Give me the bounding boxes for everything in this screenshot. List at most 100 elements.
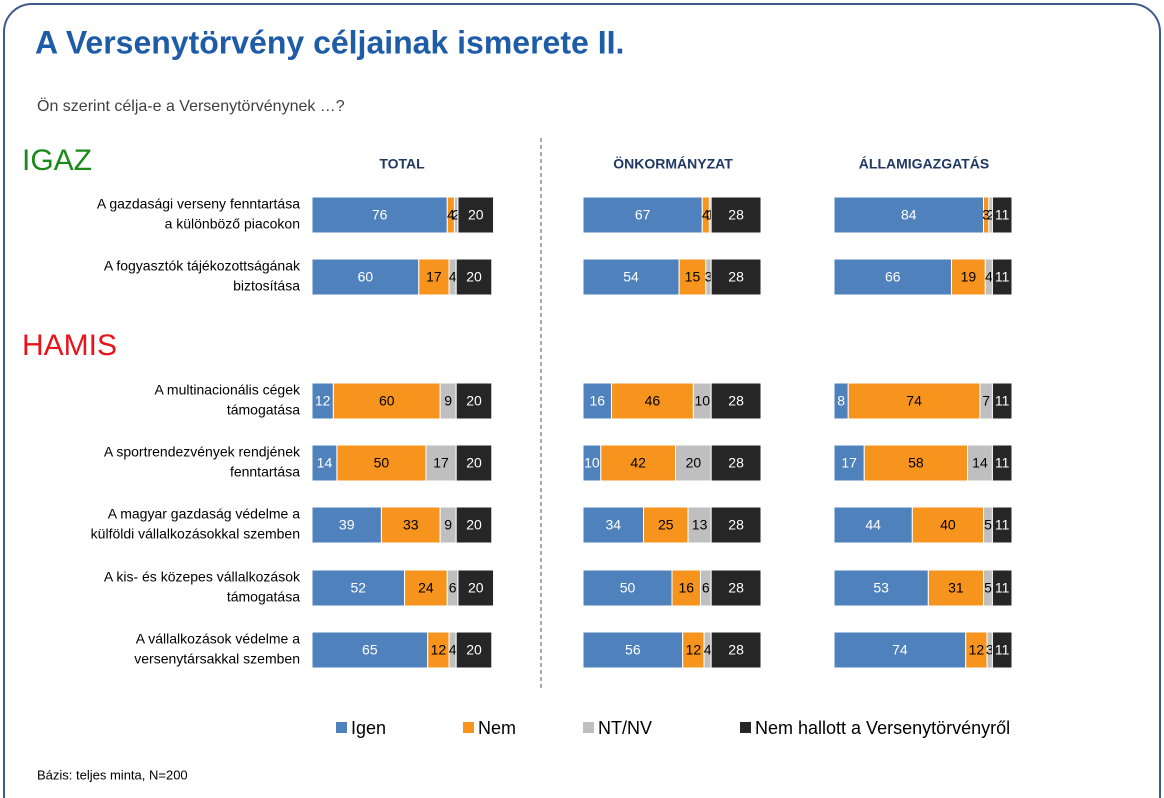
data-label: 20	[468, 580, 484, 596]
data-label: 6	[449, 580, 457, 596]
bar-segment	[582, 506, 645, 544]
data-label: 28	[728, 207, 744, 223]
data-label: 56	[625, 642, 641, 658]
data-label: 74	[906, 393, 922, 409]
data-label: 16	[678, 580, 694, 596]
data-label: 20	[466, 642, 482, 658]
data-label: 44	[865, 517, 881, 533]
data-label: 19	[961, 269, 977, 285]
data-label: 20	[466, 269, 482, 285]
legend-swatch	[740, 722, 751, 733]
data-label: 33	[403, 517, 419, 533]
data-label: 17	[433, 455, 449, 471]
bar-segment	[455, 258, 493, 296]
data-label: 20	[466, 393, 482, 409]
bar-segment	[847, 382, 981, 420]
data-label: 2	[452, 207, 460, 223]
panel-title: ÖNKORMÁNYZAT	[613, 156, 733, 172]
bar-segment	[600, 444, 677, 482]
data-label: 2	[987, 207, 995, 223]
data-label: 76	[372, 207, 388, 223]
bar-segment	[710, 569, 762, 607]
row-label: A multinacionális cégek	[154, 382, 301, 398]
bar-segment	[457, 196, 495, 234]
data-label: 15	[685, 269, 701, 285]
bar-segment	[710, 258, 762, 296]
row-label: támogatása	[227, 589, 300, 605]
bar-segment	[582, 196, 703, 234]
data-label: 3	[705, 269, 713, 285]
bar-segment	[991, 382, 1013, 420]
bar-segment	[991, 444, 1013, 482]
data-label: 16	[589, 393, 605, 409]
data-label: 11	[995, 455, 1010, 471]
data-label: 28	[728, 269, 744, 285]
data-label: 52	[350, 580, 366, 596]
data-label: 11	[995, 269, 1010, 285]
bar-segment	[927, 569, 985, 607]
bar-segment	[455, 631, 493, 669]
bar-segment	[950, 258, 986, 296]
data-label: 39	[339, 517, 355, 533]
bar-segment	[455, 382, 493, 420]
group-label: HAMIS	[22, 329, 117, 362]
data-label: 28	[728, 642, 744, 658]
bar-segment	[991, 631, 1013, 669]
data-label: 31	[948, 580, 964, 596]
bar-segment	[311, 258, 420, 296]
data-label: 5	[984, 517, 992, 533]
data-label: 12	[686, 642, 702, 658]
data-label: 11	[995, 642, 1010, 658]
data-label: 4	[447, 207, 455, 223]
data-label: 14	[972, 455, 988, 471]
bar-segment	[311, 444, 338, 482]
bar-segment	[710, 382, 762, 420]
bar-segment	[833, 258, 952, 296]
row-label: A kis- és közepes vállalkozások	[104, 569, 301, 585]
footnote: Bázis: teljes minta, N=200	[37, 767, 188, 782]
bar-segment	[404, 569, 448, 607]
group-label: IGAZ	[22, 144, 92, 177]
bar-segment	[833, 631, 967, 669]
row-label: támogatása	[227, 402, 300, 418]
bar-segment	[332, 382, 441, 420]
row-label: versenytársakkal szemben	[134, 651, 300, 667]
row-label: A vállalkozások védelme a	[136, 631, 300, 647]
data-label: 3	[982, 207, 990, 223]
data-label: 65	[362, 642, 378, 658]
data-label: 84	[901, 207, 917, 223]
data-label: 13	[692, 517, 708, 533]
bar-segment	[336, 444, 427, 482]
bar-segment	[991, 258, 1013, 296]
data-label: 66	[885, 269, 901, 285]
bar-segment	[425, 444, 457, 482]
bar-segment	[380, 506, 441, 544]
legend-label: NT/NV	[598, 718, 652, 738]
legend-label: Igen	[351, 718, 386, 738]
data-label: 50	[620, 580, 636, 596]
data-label: 17	[841, 455, 857, 471]
row-label: biztosítása	[233, 278, 300, 294]
data-label: 25	[658, 517, 674, 533]
data-label: 8	[837, 393, 845, 409]
data-label: 20	[466, 455, 482, 471]
row-label: A magyar gazdaság védelme a	[108, 506, 300, 522]
bar-segment	[311, 569, 406, 607]
bar-segment	[311, 196, 448, 234]
legend-swatch	[463, 722, 474, 733]
data-label: 11	[995, 393, 1010, 409]
data-label: 60	[358, 269, 374, 285]
data-label: 9	[444, 393, 452, 409]
bar-segment	[710, 444, 762, 482]
bar-segment	[991, 196, 1013, 234]
bar-segment	[833, 506, 913, 544]
panel-title: TOTAL	[379, 156, 425, 172]
legend-label: Nem hallott a Versenytörvényről	[755, 718, 1010, 738]
data-label: 60	[379, 393, 395, 409]
data-label: 9	[444, 517, 452, 533]
data-label: 11	[995, 517, 1010, 533]
data-label: 11	[995, 207, 1010, 223]
bar-segment	[710, 506, 762, 544]
data-label: 6	[702, 580, 710, 596]
